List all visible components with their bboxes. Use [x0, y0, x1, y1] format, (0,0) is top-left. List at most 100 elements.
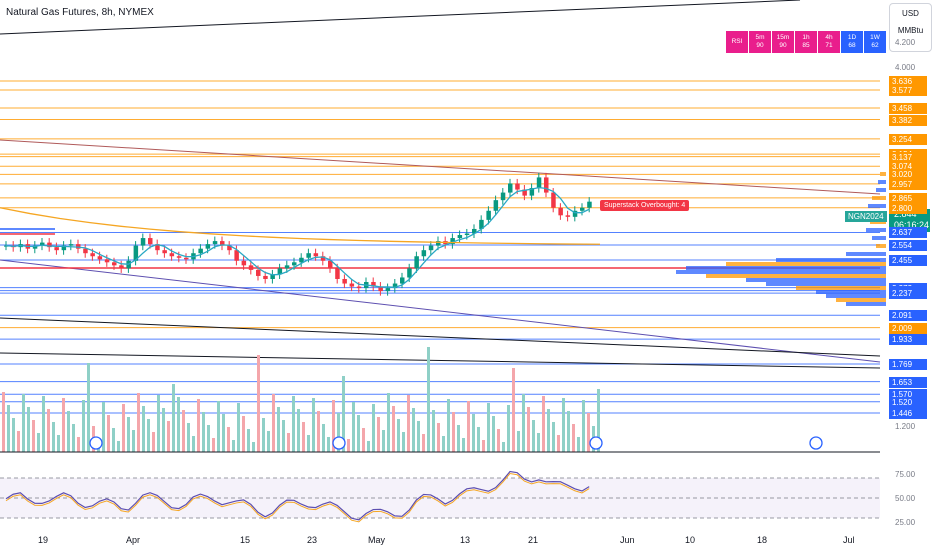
volume-bar-111 — [557, 435, 560, 452]
volume-bar-55 — [277, 407, 280, 452]
volume-profile-bar-1 — [878, 180, 886, 184]
candle-body-56 — [407, 268, 412, 278]
volume-bar-73 — [367, 441, 370, 452]
candle-body-42 — [306, 253, 311, 258]
rsi-cell-timeframe: 4h — [825, 34, 833, 41]
rsi-cell-1D: 1D 68 — [841, 31, 863, 53]
volume-bar-17 — [87, 363, 90, 452]
volume-bar-46 — [232, 440, 235, 452]
time-axis-label: 23 — [307, 535, 318, 545]
moving-average-fast — [5, 186, 590, 288]
candle-body-65 — [472, 228, 477, 234]
rsi-cell-5m: 5m 90 — [749, 31, 771, 53]
rsi-cell-value: 71 — [825, 42, 833, 49]
volume-bar-110 — [552, 422, 555, 452]
candle-body-21 — [155, 244, 160, 251]
volume-bar-25 — [127, 417, 130, 452]
volume-bar-57 — [287, 433, 290, 452]
price-axis-label: 4.200 — [895, 38, 916, 47]
candle-body-14 — [104, 259, 110, 263]
volume-bar-34 — [172, 384, 175, 452]
volume-bar-71 — [357, 415, 360, 452]
price-level-tag: 2.800 — [889, 202, 927, 214]
volume-bar-101 — [507, 405, 510, 452]
candle-body-41 — [299, 257, 304, 263]
candle-body-33 — [241, 260, 247, 266]
current-price-tag: 2.844 06:16:24 — [889, 209, 930, 232]
currency-unit-selector[interactable]: USD MMBtu — [889, 3, 932, 52]
price-level-tag: 1.520 — [889, 396, 927, 408]
volume-bar-9 — [47, 409, 50, 452]
candle-body-72 — [522, 189, 527, 196]
rsi-cell-timeframe: 1h — [802, 34, 810, 41]
candle-body-47 — [342, 278, 347, 284]
price-level-tag: 3.577 — [889, 84, 927, 96]
volume-bar-47 — [237, 403, 240, 452]
volume-bar-62 — [312, 398, 315, 452]
candle-body-25 — [184, 257, 189, 260]
time-axis-label: Apr — [126, 535, 141, 545]
price-level-tag: 2.091 — [889, 310, 927, 322]
volume-bar-90 — [452, 412, 455, 452]
price-level-tag: 2.455 — [889, 255, 927, 267]
price-level-tag: 3.254 — [889, 133, 927, 145]
moving-average-slow — [0, 207, 601, 245]
volume-bar-114 — [572, 424, 575, 452]
candle-body-58 — [421, 250, 427, 257]
candle-body-78 — [565, 215, 571, 217]
volume-bar-107 — [537, 433, 540, 452]
volume-bar-11 — [57, 435, 60, 452]
candle-body-27 — [198, 248, 203, 254]
volume-bar-6 — [32, 420, 35, 452]
time-axis-label: 19 — [38, 535, 49, 545]
rsi-cell-value: 62 — [871, 42, 879, 49]
candle-body-54 — [392, 283, 398, 289]
volume-bar-98 — [492, 416, 495, 452]
price-level-tag: 1.570 — [889, 389, 927, 401]
volume-bar-23 — [117, 441, 120, 452]
volume-bar-80 — [402, 432, 405, 452]
candle-body-12 — [90, 253, 95, 257]
rsi-cell-15m: 15m 90 — [772, 31, 794, 53]
volume-bar-14 — [72, 424, 75, 452]
volume-bar-112 — [562, 398, 565, 452]
candle-body-38 — [277, 268, 283, 275]
volume-bar-30 — [152, 432, 155, 452]
volume-bar-10 — [52, 422, 55, 452]
volume-profile-bar-13 — [686, 266, 886, 270]
volume-bar-40 — [202, 412, 205, 452]
volume-bar-27 — [137, 393, 140, 452]
candle-body-76 — [551, 192, 556, 208]
candle-body-51 — [371, 282, 376, 287]
volume-bar-15 — [77, 437, 80, 452]
volume-bar-43 — [217, 401, 220, 452]
volume-bar-58 — [292, 396, 295, 452]
currency-label: USD — [902, 9, 919, 18]
price-level-tag: 2.637 — [889, 227, 927, 239]
volume-bar-42 — [212, 438, 215, 452]
price-level-tag: 1.653 — [889, 376, 927, 388]
volume-bar-69 — [347, 439, 350, 452]
candle-body-32 — [234, 250, 239, 261]
volume-bar-39 — [197, 399, 200, 452]
volume-bar-84 — [422, 434, 425, 452]
volume-bar-65 — [327, 437, 330, 452]
candle-body-9 — [68, 244, 74, 246]
volume-bar-113 — [567, 411, 570, 452]
candle-body-60 — [436, 241, 441, 246]
volume-bar-49 — [247, 429, 250, 452]
price-level-tag: 3.137 — [889, 151, 927, 163]
volume-bar-83 — [417, 421, 420, 452]
candle-body-77 — [558, 207, 563, 216]
candle-body-20 — [148, 238, 153, 245]
volume-profile-bar-2 — [876, 188, 886, 192]
candle-body-15 — [112, 262, 117, 266]
volume-bar-35 — [177, 397, 180, 452]
candle-body-6 — [47, 242, 52, 248]
volume-bar-22 — [112, 428, 115, 452]
volume-bar-74 — [372, 404, 375, 452]
time-axis-label: Jun — [620, 535, 635, 545]
volume-bar-67 — [337, 413, 340, 452]
volume-bar-45 — [227, 427, 230, 452]
